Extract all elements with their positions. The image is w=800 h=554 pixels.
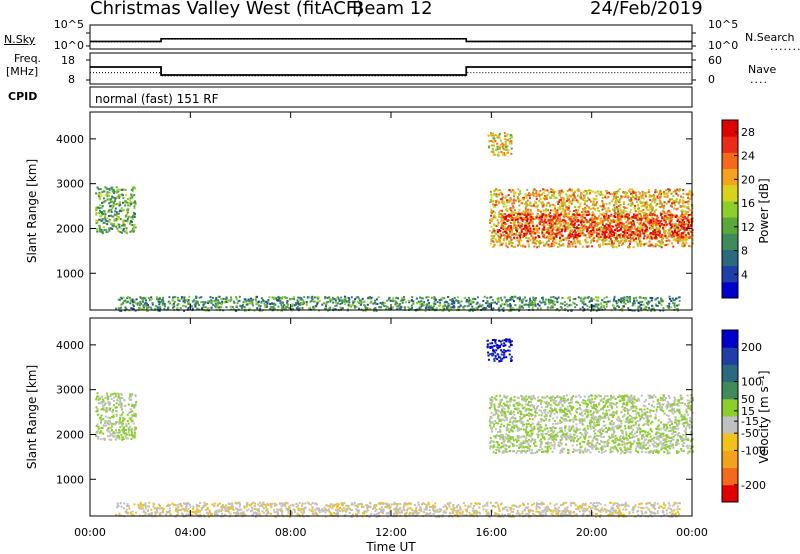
- date-label: 24/Feb/2019: [590, 0, 703, 19]
- power-colorbar-label: Power [dB]: [757, 178, 771, 243]
- power-region-early-scatter: [95, 186, 137, 235]
- freq-right-tick-label-bottom: 0: [708, 73, 715, 86]
- x-axis-label: Time UT: [365, 540, 416, 554]
- station-title: Christmas Valley West (fitACF): [90, 0, 364, 19]
- velocity-colorbar-tick-label-6: -100: [741, 444, 766, 457]
- freq-right-tick-label-top: 60: [708, 54, 722, 67]
- velocity-colorbar-swatch-3: [722, 433, 738, 451]
- freq-left-tick-label-top: 18: [61, 54, 75, 67]
- velocity-colorbar-tick-label-5: -50: [741, 427, 759, 440]
- power-colorbar-swatch-4: [722, 217, 738, 234]
- power-colorbar-swatch-6: [722, 184, 738, 202]
- x-tick-label-1: 04:00: [174, 526, 206, 539]
- velocity-colorbar-tick-label-3: 15: [741, 405, 755, 418]
- power-colorbar-tick-label-6: 4: [741, 268, 748, 281]
- power-colorbar-swatch-2: [722, 249, 738, 267]
- cpid-panel-frame: [89, 86, 693, 108]
- x-tick-label-0: 00:00: [74, 526, 106, 539]
- velocity-colorbar-swatch-7: [722, 364, 738, 383]
- noise-series-1: [90, 38, 692, 43]
- nave-dotted-legend: ....: [750, 73, 768, 86]
- power-colorbar-swatch-5: [722, 200, 738, 218]
- velocity-colorbar-tick-label-2: 50: [741, 393, 755, 406]
- velocity-region-afternoon-scatter: [488, 394, 694, 455]
- velocity-colorbar-swatch-5: [722, 398, 738, 417]
- nave-line: [90, 72, 692, 77]
- power-ylabel: Slant Range [km]: [25, 159, 39, 263]
- noise-panel-frame: [89, 24, 693, 50]
- power-colorbar-tick-label-4: 12: [741, 221, 755, 234]
- nsearch-dotted-legend: ........: [770, 40, 800, 53]
- velocity-colorbar-tick-label-0: 200: [741, 341, 762, 354]
- velocity-region-high-patch: [486, 338, 513, 363]
- velocity-colorbar-tick-label-1: 100: [741, 376, 762, 389]
- nsky-label: N.Sky: [4, 33, 36, 46]
- power-colorbar-tick-label-2: 20: [741, 173, 755, 186]
- frequency-line: [90, 66, 692, 76]
- cpid-label: CPID: [8, 90, 38, 103]
- beam-label: Beam 12: [352, 0, 433, 19]
- frequency-panel: 18 8 60 0: [61, 52, 722, 86]
- power-colorbar-swatch-1: [722, 265, 738, 283]
- velocity-colorbar-swatch-2: [722, 450, 738, 469]
- power-colorbar-tick-label-1: 24: [741, 150, 755, 163]
- velocity-colorbar-swatch-0: [722, 484, 738, 503]
- velocity-ytick-label-0: 1000: [56, 473, 84, 486]
- velocity-colorbar-tick-label-4: -15: [741, 415, 759, 428]
- freq-unit-label: [MHz]: [6, 65, 39, 78]
- x-tick-label-3: 12:00: [375, 526, 407, 539]
- power-region-high-patch: [487, 132, 513, 157]
- power-ytick-label-2: 3000: [56, 178, 84, 191]
- power-colorbar-swatch-8: [722, 152, 738, 170]
- power-panel-frame: [89, 111, 693, 311]
- x-tick-label-2: 08:00: [275, 526, 307, 539]
- velocity-colorbar-swatch-1: [722, 467, 738, 486]
- velocity-ytick-label-1: 2000: [56, 428, 84, 441]
- power-colorbar-swatch-10: [722, 120, 738, 137]
- x-tick-label-6: 00:00: [676, 526, 708, 539]
- velocity-colorbar-label: Velocity [m s⁻¹]: [757, 370, 771, 463]
- velocity-colorbar-swatch-8: [722, 347, 738, 365]
- power-ytick-label-1: 2000: [56, 222, 84, 235]
- velocity-colorbar-swatch-9: [722, 330, 738, 348]
- velocity-colorbar-swatch-6: [722, 381, 738, 400]
- noise-left-tick-label-bottom: 10^0: [54, 39, 84, 52]
- power-colorbar-tick-label-0: 28: [741, 126, 755, 139]
- frequency-panel-frame: [89, 52, 693, 85]
- velocity-ytick-label-3: 4000: [56, 339, 84, 352]
- power-ytick-label-0: 1000: [56, 267, 84, 280]
- power-colorbar-swatch-0: [722, 281, 738, 299]
- power-colorbar: 28 24 20 16 12 8 4: [721, 119, 755, 299]
- power-colorbar-tick-label-5: 8: [741, 245, 748, 258]
- power-panel: 1000 2000 3000 4000 Slant Range [km]: [25, 111, 694, 312]
- power-colorbar-swatch-7: [722, 168, 738, 186]
- nsearch-label: N.Search: [745, 31, 795, 44]
- cpid-text: normal (fast) 151 RF: [95, 92, 219, 106]
- velocity-ytick-label-2: 3000: [56, 384, 84, 397]
- velocity-region-early-scatter: [95, 392, 138, 441]
- power-colorbar-swatch-3: [722, 233, 738, 250]
- velocity-colorbar-frame: [721, 329, 739, 503]
- freq-left-tick-label-bottom: 8: [68, 73, 75, 86]
- x-tick-label-5: 20:00: [576, 526, 608, 539]
- power-colorbar-tick-label-3: 16: [741, 197, 755, 210]
- noise-left-tick-label-top: 10^5: [54, 18, 84, 31]
- velocity-panel: 1000 2000 3000 4000 Slant Range [km] 00:00 0…: [25, 112, 708, 554]
- x-tick-label-4: 16:00: [475, 526, 507, 539]
- noise-panel: 10^5 10^0 10^5 10^0: [54, 18, 738, 52]
- nave-label: Nave: [748, 63, 777, 76]
- noise-right-tick-label-bottom: 10^0: [708, 39, 738, 52]
- power-colorbar-frame: [721, 119, 739, 299]
- velocity-ylabel: Slant Range [km]: [25, 365, 39, 469]
- power-ytick-label-3: 4000: [56, 133, 84, 146]
- power-colorbar-swatch-9: [722, 136, 738, 153]
- freq-label: Freq.: [14, 52, 42, 65]
- velocity-colorbar-tick-label-7: -200: [741, 479, 766, 492]
- velocity-colorbar-swatch-4: [722, 416, 738, 434]
- power-region-afternoon-core: [496, 212, 694, 240]
- noise-right-tick-label-top: 10^5: [708, 18, 738, 31]
- noise-series-0: [90, 37, 692, 43]
